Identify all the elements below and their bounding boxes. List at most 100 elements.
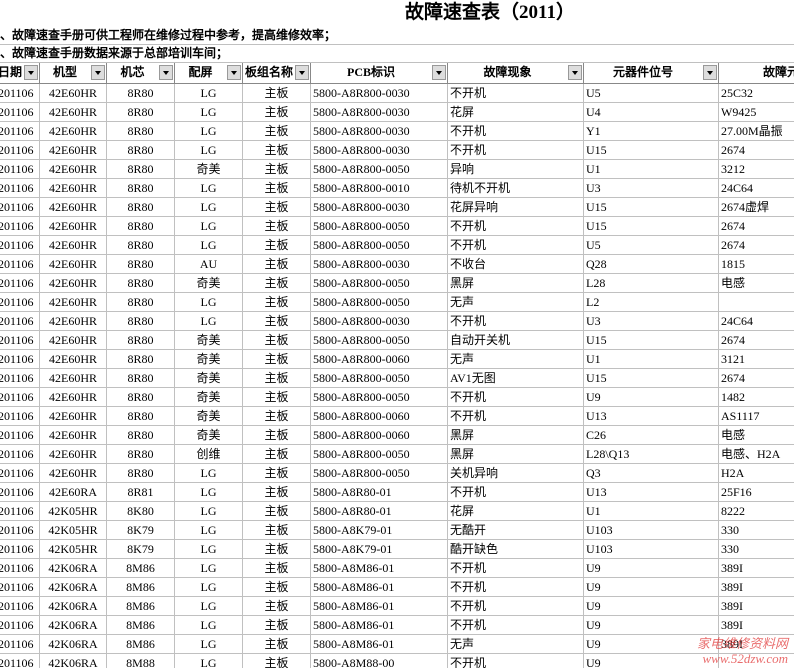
filter-button[interactable] bbox=[295, 65, 309, 80]
board-cell: 主板 bbox=[243, 635, 311, 654]
symptom-cell: 不开机 bbox=[448, 84, 584, 103]
part-position-cell: C26 bbox=[584, 426, 719, 445]
board-cell: 主板 bbox=[243, 217, 311, 236]
chassis-cell: 8R80 bbox=[107, 274, 175, 293]
filter-button[interactable] bbox=[159, 65, 173, 80]
model-cell: 42E60HR bbox=[40, 426, 107, 445]
part-position-cell: U15 bbox=[584, 331, 719, 350]
pcb-id-cell: 5800-A8R80-01 bbox=[311, 483, 448, 502]
filter-button[interactable] bbox=[227, 65, 241, 80]
model-cell: 42K06RA bbox=[40, 654, 107, 668]
date-cell: 201106 bbox=[0, 654, 40, 668]
note: 、故障速查手册可供工程师在维修过程中参考，提高维修效率； bbox=[0, 26, 794, 45]
watermark-text: 家电维修资料网 bbox=[696, 636, 788, 651]
panel-cell: 奇美 bbox=[175, 160, 243, 179]
date-cell: 201106 bbox=[0, 521, 40, 540]
pcb-id-cell: 5800-A8R800-0050 bbox=[311, 236, 448, 255]
model-cell: 42E60HR bbox=[40, 141, 107, 160]
filter-button[interactable] bbox=[91, 65, 105, 80]
faulty-part-cell: 8222 bbox=[719, 502, 794, 521]
symptom-cell: 关机异响 bbox=[448, 464, 584, 483]
board-cell: 主板 bbox=[243, 369, 311, 388]
panel-cell: LG bbox=[175, 483, 243, 502]
panel-cell: LG bbox=[175, 578, 243, 597]
chassis-cell: 8R80 bbox=[107, 255, 175, 274]
filter-button[interactable] bbox=[568, 65, 582, 80]
faulty-part-cell: 2674 bbox=[719, 236, 794, 255]
date-cell: 201106 bbox=[0, 597, 40, 616]
sheet-title: 故障速查表（2011） bbox=[405, 2, 575, 23]
filter-button[interactable] bbox=[24, 65, 38, 80]
pcb-id-cell: 5800-A8R800-0050 bbox=[311, 369, 448, 388]
model-cell: 42E60HR bbox=[40, 198, 107, 217]
part-position-cell: U3 bbox=[584, 179, 719, 198]
model-cell: 42E60HR bbox=[40, 445, 107, 464]
filter-button[interactable] bbox=[432, 65, 446, 80]
pcb-id-cell: 5800-A8M86-01 bbox=[311, 559, 448, 578]
model-cell: 42E60HR bbox=[40, 217, 107, 236]
part-position-cell: U3 bbox=[584, 312, 719, 331]
faulty-part-cell: 25F16 bbox=[719, 483, 794, 502]
pcb-id-cell: 5800-A8R800-0030 bbox=[311, 103, 448, 122]
date-cell: 201106 bbox=[0, 483, 40, 502]
faulty-part-cell: 25C32 bbox=[719, 84, 794, 103]
header-text: 机芯 bbox=[120, 65, 145, 79]
faulty-part-cell: 330 bbox=[719, 521, 794, 540]
board-cell: 主板 bbox=[243, 502, 311, 521]
board-cell: 主板 bbox=[243, 578, 311, 597]
chassis-cell: 8R80 bbox=[107, 141, 175, 160]
symptom-cell: 黑屏 bbox=[448, 274, 584, 293]
chassis-cell: 8R80 bbox=[107, 84, 175, 103]
model-cell: 42K05HR bbox=[40, 540, 107, 559]
pcb-id-cell: 5800-A8R800-0050 bbox=[311, 388, 448, 407]
part-position-cell: Q3 bbox=[584, 464, 719, 483]
board-cell: 主板 bbox=[243, 103, 311, 122]
panel-cell: 奇美 bbox=[175, 350, 243, 369]
part-position-cell: U9 bbox=[584, 559, 719, 578]
column-header: 元器件位号 bbox=[584, 63, 719, 84]
panel-cell: LG bbox=[175, 654, 243, 668]
panel-cell: LG bbox=[175, 312, 243, 331]
faulty-part-cell: 2674虚焊 bbox=[719, 198, 794, 217]
date-cell: 201106 bbox=[0, 312, 40, 331]
chassis-cell: 8M86 bbox=[107, 559, 175, 578]
date-cell: 201106 bbox=[0, 464, 40, 483]
board-cell: 主板 bbox=[243, 179, 311, 198]
symptom-cell: 不开机 bbox=[448, 236, 584, 255]
header-text: 故障元 bbox=[762, 65, 794, 79]
pcb-id-cell: 5800-A8R800-0030 bbox=[311, 312, 448, 331]
pcb-id-cell: 5800-A8R800-0030 bbox=[311, 255, 448, 274]
model-cell: 42E60HR bbox=[40, 464, 107, 483]
model-cell: 42E60HR bbox=[40, 369, 107, 388]
chassis-cell: 8R80 bbox=[107, 445, 175, 464]
board-cell: 主板 bbox=[243, 198, 311, 217]
filter-button[interactable] bbox=[703, 65, 717, 80]
pcb-id-cell: 5800-A8M86-01 bbox=[311, 597, 448, 616]
board-cell: 主板 bbox=[243, 274, 311, 293]
panel-cell: AU bbox=[175, 255, 243, 274]
board-cell: 主板 bbox=[243, 388, 311, 407]
pcb-id-cell: 5800-A8M86-01 bbox=[311, 616, 448, 635]
chassis-cell: 8K80 bbox=[107, 502, 175, 521]
chassis-cell: 8R80 bbox=[107, 179, 175, 198]
chassis-cell: 8R80 bbox=[107, 236, 175, 255]
panel-cell: LG bbox=[175, 597, 243, 616]
part-position-cell: U103 bbox=[584, 521, 719, 540]
faulty-part-cell: 389I bbox=[719, 635, 794, 654]
part-position-cell: L28 bbox=[584, 274, 719, 293]
faulty-part-cell: 24C64 bbox=[719, 179, 794, 198]
note: 、故障速查手册数据来源于总部培训车间； bbox=[0, 44, 794, 63]
part-position-cell: Q28 bbox=[584, 255, 719, 274]
faulty-part-cell: 2674 bbox=[719, 217, 794, 236]
model-cell: 42K06RA bbox=[40, 597, 107, 616]
chassis-cell: 8M86 bbox=[107, 597, 175, 616]
panel-cell: LG bbox=[175, 217, 243, 236]
model-cell: 42E60HR bbox=[40, 312, 107, 331]
symptom-cell: 不开机 bbox=[448, 122, 584, 141]
symptom-cell: 不开机 bbox=[448, 407, 584, 426]
header-text: PCB标识 bbox=[346, 65, 395, 79]
symptom-cell: 无酷开 bbox=[448, 521, 584, 540]
date-cell: 201106 bbox=[0, 559, 40, 578]
chassis-cell: 8R80 bbox=[107, 160, 175, 179]
part-position-cell: U15 bbox=[584, 141, 719, 160]
